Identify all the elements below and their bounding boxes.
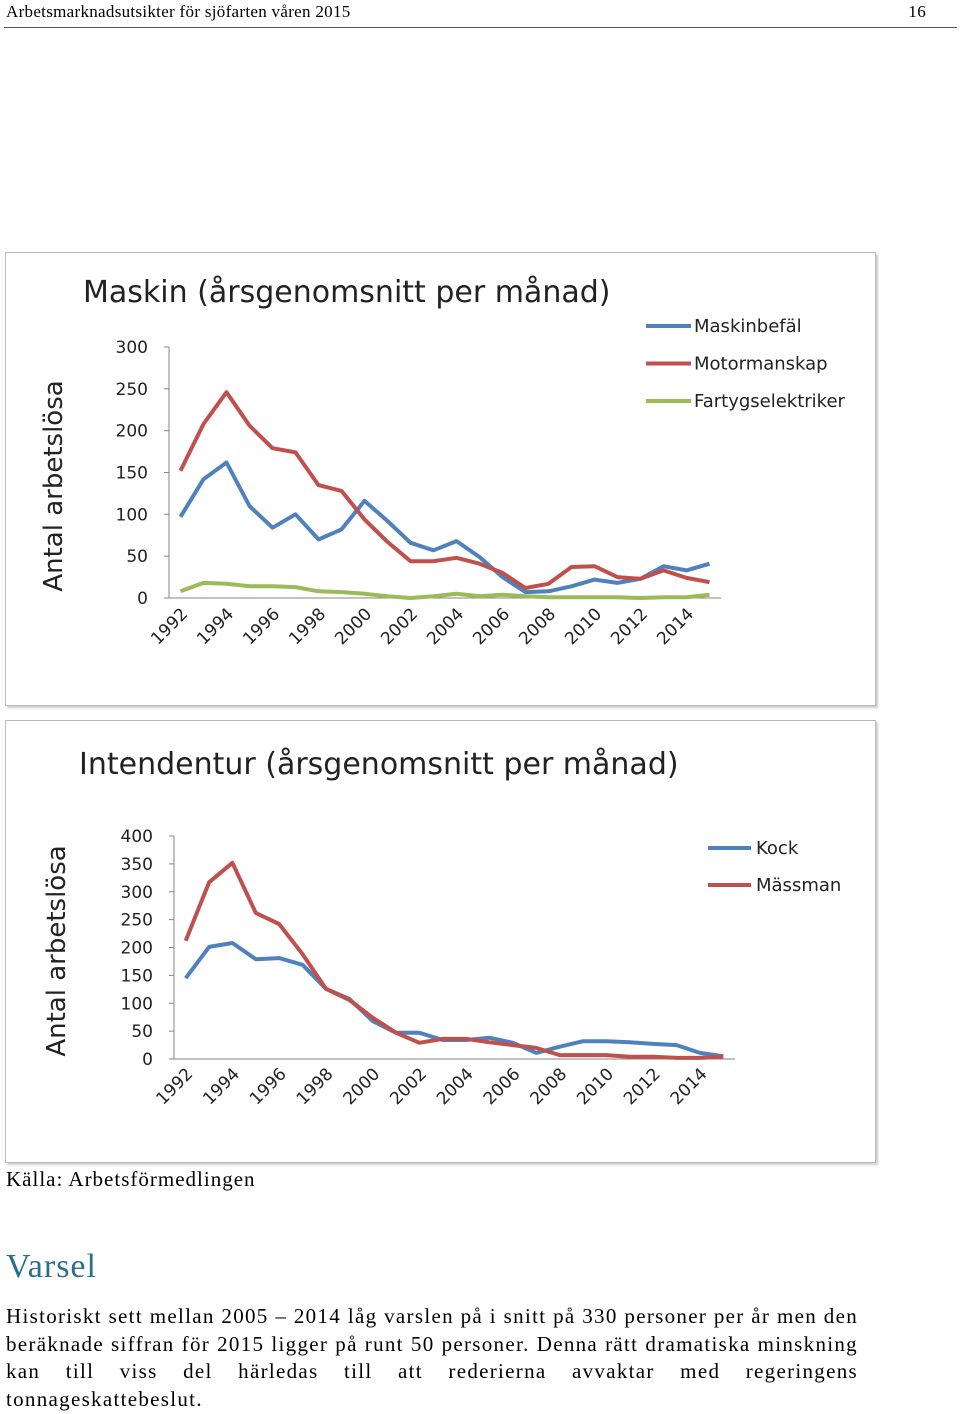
series-line <box>178 390 710 590</box>
y-tick-label: 0 <box>137 589 148 609</box>
y-tick-label: 50 <box>126 547 148 567</box>
x-tick-label: 2006 <box>469 604 514 649</box>
x-tick-label: 2002 <box>377 604 422 649</box>
x-tick-label: 1998 <box>293 1064 338 1109</box>
y-tick-label: 150 <box>121 966 153 986</box>
y-tick-label: 100 <box>116 505 148 525</box>
y-axis-label: Antal arbetslösa <box>42 845 72 1056</box>
series-line <box>178 460 711 595</box>
x-tick-label: 2002 <box>386 1064 431 1109</box>
x-tick-label: 1994 <box>193 604 238 649</box>
chart: Maskin (årsgenomsnitt per månad) Antal ar… <box>39 275 846 649</box>
x-tick-label: 1992 <box>152 1064 197 1109</box>
x-tick-label: 1998 <box>285 604 330 649</box>
y-tick-label: 200 <box>116 422 148 442</box>
x-tick-label: 2012 <box>607 604 652 649</box>
y-tick-label: 350 <box>121 855 153 875</box>
series-line <box>179 580 710 600</box>
x-tick-label: 2014 <box>667 1064 712 1109</box>
x-tick-label: 2000 <box>331 604 376 649</box>
x-tick-label: 1996 <box>239 604 284 649</box>
x-tick-label: 2008 <box>526 1064 571 1109</box>
chart-frame: Maskin (årsgenomsnitt per månad) Antal ar… <box>5 252 876 706</box>
y-tick-label: 300 <box>116 338 148 358</box>
x-tick-label: 2008 <box>515 604 560 649</box>
source: Källa: Arbetsförmedlingen <box>6 1167 256 1191</box>
legend-label: Fartygselektriker <box>694 391 846 412</box>
y-tick-label: 100 <box>121 994 153 1014</box>
y-tick-label: 300 <box>121 883 153 903</box>
page-number: 16 <box>908 2 926 21</box>
y-axis-label: Antal arbetslösa <box>39 380 69 591</box>
y-tick-label: 200 <box>121 939 153 959</box>
chart-frame: Intendentur (årsgenomsnitt per månad) Ant… <box>5 720 876 1163</box>
x-tick-label: 2014 <box>653 604 698 649</box>
y-tick-label: 0 <box>142 1050 153 1070</box>
y-tick-label: 50 <box>131 1022 153 1042</box>
x-tick-label: 1994 <box>199 1064 244 1109</box>
legend-label: Motormanskap <box>694 354 828 375</box>
section-heading: Varsel <box>6 1248 97 1285</box>
x-tick-label: 1996 <box>246 1064 291 1109</box>
y-tick-label: 250 <box>116 380 148 400</box>
chart-title: Intendentur (årsgenomsnitt per månad) <box>79 747 679 782</box>
header-rule <box>4 27 957 28</box>
series-line <box>183 860 724 1060</box>
x-tick-label: 2012 <box>620 1064 665 1109</box>
legend-label: Maskinbefäl <box>694 316 802 337</box>
y-tick-label: 250 <box>121 911 153 931</box>
header-title: Arbetsmarknadsutsikter för sjöfarten vår… <box>6 2 351 21</box>
paragraph: Historiskt sett mellan 2005 – 2014 låg v… <box>6 1304 858 1411</box>
legend-label: Kock <box>756 838 799 859</box>
x-tick-label: 2010 <box>561 604 606 649</box>
x-tick-label: 2004 <box>423 604 468 649</box>
chart-title: Maskin (årsgenomsnitt per månad) <box>83 275 610 310</box>
x-tick-label: 1992 <box>147 604 192 649</box>
x-tick-label: 2006 <box>480 1064 525 1109</box>
x-tick-label: 2010 <box>573 1064 618 1109</box>
x-tick-label: 2004 <box>433 1064 478 1109</box>
legend-label: Mässman <box>756 875 841 896</box>
chart: Intendentur (årsgenomsnitt per månad) Ant… <box>42 747 841 1109</box>
y-tick-label: 150 <box>116 464 148 484</box>
x-tick-label: 2000 <box>339 1064 384 1109</box>
y-tick-label: 400 <box>121 827 153 847</box>
